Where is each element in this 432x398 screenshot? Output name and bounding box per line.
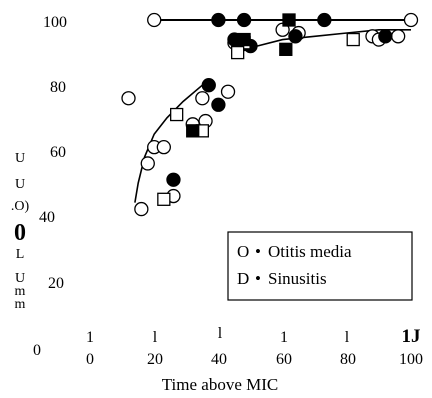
x-tick-label: 0	[86, 351, 94, 368]
sinusitis-open-point	[157, 192, 171, 206]
legend-symbol-sinusitis: D	[237, 269, 249, 288]
x-tick-label: 80	[340, 351, 356, 368]
sinusitis-open-point	[170, 107, 184, 122]
y-label-fragment: 0	[14, 220, 26, 246]
x-axis: 1 l l 1 l 1J 0 20 40 60 80 100 Time abov…	[86, 325, 423, 394]
otitis-filled-point	[236, 12, 252, 28]
x-tick-mark: 1	[280, 329, 288, 346]
sinusitis-filled-point	[186, 124, 200, 138]
fit-curve	[134, 84, 203, 203]
x-tick-mark: l	[153, 329, 158, 346]
sinusitis-filled-point	[282, 13, 296, 27]
x-tick-label: 100	[399, 351, 423, 368]
x-tick-label: 20	[147, 351, 163, 368]
sinusitis-open-point	[346, 32, 360, 47]
otitis-open-point	[140, 156, 155, 171]
y-tick-label: 100	[43, 14, 67, 31]
legend-label-otitis: Otitis media	[268, 242, 352, 261]
otitis-open-point	[391, 29, 406, 44]
y-label-fragment: U	[15, 151, 25, 166]
x-tick-mark: 1	[86, 329, 94, 346]
otitis-filled-point	[201, 78, 216, 93]
x-tick-mark: l	[218, 325, 223, 342]
x-tick-mark: l	[345, 329, 350, 346]
legend-bullet-sinusitis: •	[255, 269, 261, 288]
y-tick-label: 60	[50, 144, 66, 161]
y-label-fragment: U	[15, 271, 25, 286]
otitis-filled-point	[211, 97, 226, 112]
y-tick-label: 80	[50, 79, 66, 96]
y-tick-label: 0	[33, 342, 41, 359]
data-points	[121, 12, 419, 217]
otitis-filled-point	[288, 29, 303, 44]
otitis-open-point	[195, 91, 210, 106]
y-label-fragment: .O)	[11, 199, 30, 214]
otitis-open-point	[403, 12, 419, 28]
y-tick-label: 20	[48, 275, 64, 292]
legend-box	[227, 231, 413, 301]
x-tick-label: 60	[276, 351, 292, 368]
otitis-filled-point	[378, 29, 393, 44]
legend-symbol-otitis: O	[237, 242, 249, 261]
legend-label-sinusitis: Sinusitis	[268, 269, 327, 288]
legend-bullet-otitis: •	[255, 242, 261, 261]
sinusitis-filled-point	[279, 42, 293, 56]
x-tick-mark: 1J	[402, 326, 421, 347]
otitis-open-point	[121, 91, 136, 106]
y-tick-label: 40	[39, 209, 55, 226]
otitis-open-point	[147, 12, 162, 28]
otitis-filled-point	[211, 12, 226, 28]
y-axis: 0 20 40 60 80 100	[33, 14, 67, 359]
y-label-fragment: m	[15, 297, 26, 312]
y-axis-label: U U .O) 0 L U m m	[11, 151, 30, 312]
x-tick-label: 40	[211, 351, 227, 368]
y-label-fragment: L	[16, 247, 25, 262]
y-label-fragment: m	[15, 284, 26, 299]
otitis-open-point	[220, 84, 236, 99]
otitis-open-point	[156, 139, 171, 155]
sinusitis-filled-point	[237, 32, 251, 47]
y-label-fragment: U	[15, 177, 25, 192]
otitis-open-point	[134, 201, 149, 217]
sinusitis-open-point	[231, 45, 245, 60]
otitis-filled-point	[166, 172, 181, 187]
x-axis-label: Time above MIC	[162, 375, 279, 394]
legend: O • Otitis media D • Sinusitis	[227, 231, 413, 301]
otitis-filled-point	[317, 12, 332, 28]
